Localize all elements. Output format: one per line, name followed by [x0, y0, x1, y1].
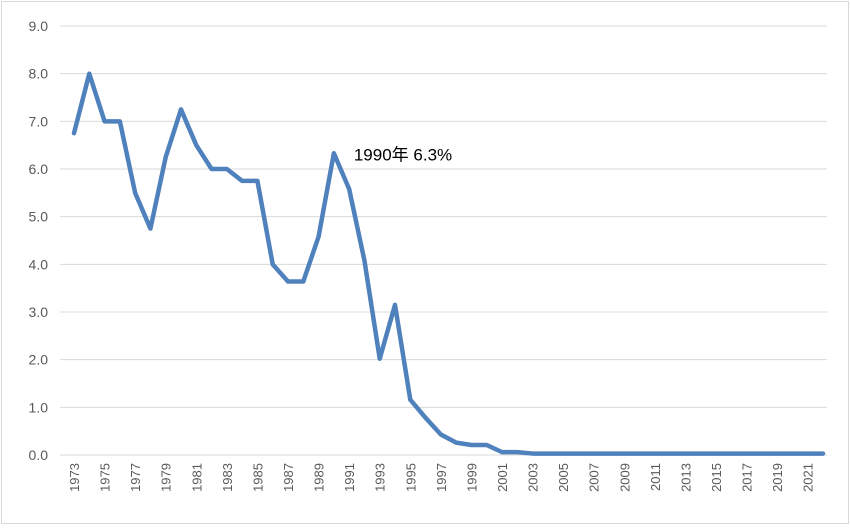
x-tick-label: 1983: [220, 463, 235, 492]
x-tick-label: 1977: [128, 463, 143, 492]
x-tick-label: 2013: [678, 463, 693, 492]
y-tick-label: 8.0: [29, 66, 49, 82]
y-tick-label: 4.0: [29, 256, 49, 272]
y-tick-label: 0.0: [29, 447, 49, 463]
x-tick-label: 2009: [617, 463, 632, 492]
x-tick-label: 2017: [740, 463, 755, 492]
x-tick-label: 1985: [250, 463, 265, 492]
x-tick-label: 1981: [189, 463, 204, 492]
series-line-0: [71, 71, 826, 456]
x-tick-label: 2019: [770, 463, 785, 492]
series-layer: [71, 71, 826, 456]
x-tick-label: 2007: [587, 463, 602, 492]
x-axis-tick-labels: 1973 1975 1977 1979 1981 1983 1985 1987 1989 1991…: [67, 463, 816, 492]
y-tick-label: 9.0: [29, 18, 49, 34]
annotation-label: 1990年 6.3%: [354, 146, 452, 165]
x-tick-label: 1987: [281, 463, 296, 492]
x-tick-label: 1993: [373, 463, 388, 492]
y-axis-tick-labels: 0.0 1.0 2.0 3.0 4.0 5.0 6.0 7.0 8.0 9.0: [29, 18, 49, 463]
y-tick-label: 1.0: [29, 399, 49, 415]
x-tick-label: 1979: [159, 463, 174, 492]
x-tick-label: 1997: [434, 463, 449, 492]
x-tick-label: 1991: [342, 463, 357, 492]
x-tick-label: 2001: [495, 463, 510, 492]
x-tick-label: 2021: [801, 463, 816, 492]
annotations: 1990年 6.3%: [354, 146, 452, 165]
x-tick-label: 1975: [98, 463, 113, 492]
y-tick-label: 3.0: [29, 304, 49, 320]
gridlines: [60, 25, 827, 456]
y-tick-label: 2.0: [29, 352, 49, 368]
x-tick-label: 2003: [526, 463, 541, 492]
y-tick-label: 5.0: [29, 209, 49, 225]
y-tick-label: 7.0: [29, 113, 49, 129]
x-tick-label: 2015: [709, 463, 724, 492]
x-tick-label: 1989: [312, 463, 327, 492]
y-tick-label: 6.0: [29, 161, 49, 177]
x-tick-label: 1973: [67, 463, 82, 492]
x-tick-label: 1999: [464, 463, 479, 492]
x-tick-label: 1995: [403, 463, 418, 492]
x-tick-label: 2011: [648, 463, 663, 491]
x-tick-label: 2005: [556, 463, 571, 492]
